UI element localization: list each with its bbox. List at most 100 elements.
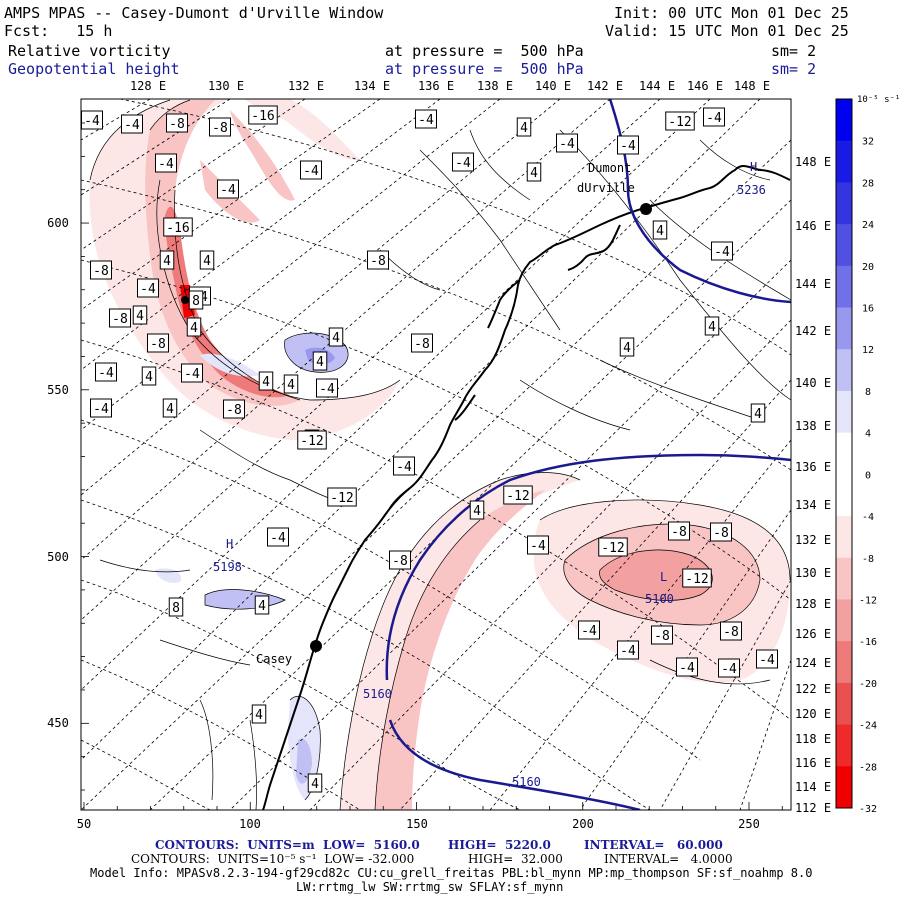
vorticity-contour-label: -8 [223,399,245,419]
vorticity-contour-label: 4 [516,117,532,137]
right-lon-label: 144 E [795,277,831,291]
svg-text:-4: -4 [418,113,434,128]
right-lon-label: 132 E [795,533,831,547]
y-tick-label: 550 [47,383,69,397]
svg-text:4: 4 [255,708,263,723]
colorbar-swatch [836,724,852,767]
colorbar-label: 8 [865,387,871,398]
svg-text:-12: -12 [506,489,529,504]
top-lon-label: 144 E [639,79,675,93]
svg-text:-8: -8 [370,254,386,269]
vorticity-contour-label: -4 [703,107,725,127]
vorticity-contour-label: 4 [199,250,215,270]
vorticity-contour-label: -4 [676,657,698,677]
vorticity-contour-label: -4 [121,114,143,134]
svg-text:-8: -8 [723,625,739,640]
vorticity-contour-label: 4 [254,595,270,615]
svg-text:4: 4 [190,321,198,336]
vorticity-labels: -4 -4 -8 -8-16-4-4 -4-4-444-4 -4-12 -44-4-8-16… [81,105,778,793]
colorbar-label: -16 [859,637,877,648]
y-tick-label: 600 [47,216,69,230]
svg-text:4: 4 [316,355,324,370]
svg-text:-12: -12 [330,491,353,506]
svg-text:-4: -4 [714,245,730,260]
right-lon-label: 112 E [795,801,831,815]
colorbar-label: 0 [865,470,871,481]
shade-neg-arc-outer [89,99,400,440]
svg-text:4: 4 [166,402,174,417]
svg-text:4: 4 [708,320,716,335]
vorticity-contour-label: -8 [90,260,112,280]
svg-text:-8: -8 [414,337,430,352]
vorticity-contour-label: -12 [665,111,695,131]
colorbar-swatch [836,474,852,517]
colorbar-label: 24 [862,220,874,231]
vorticity-contour-label: -4 [527,535,549,555]
svg-text:-4: -4 [184,367,200,382]
high-west-letter: H [226,537,233,551]
colorbar-swatch [836,599,852,642]
vorticity-contour-label: -4 [155,153,177,173]
vorticity-contour-label: -4 [81,110,103,130]
svg-text:4: 4 [520,121,528,136]
vorticity-contour-label: -8 [147,333,169,353]
colorbar-swatch [836,307,852,350]
svg-text:-8: -8 [226,403,242,418]
vorticity-contour-label: -8 [668,521,690,541]
vorticity-contour-label: -16 [248,105,278,125]
right-lon-label: 120 E [795,707,831,721]
vorticity-contour-label: -12 [682,568,712,588]
x-tick-label: 100 [239,817,261,831]
high-west-value: 5198 [213,560,242,574]
vorticity-contour-label: -4 [718,658,740,678]
svg-text:-4: -4 [620,644,636,659]
colorbar-unit: 10⁻⁵ s⁻¹ [857,95,900,105]
forecast-hour: Fcst: 15 h [4,22,113,40]
right-lon-label: 118 E [795,732,831,746]
shade-neg-north-1 [230,110,295,201]
vorticity-contour-label: 4 [750,403,766,423]
svg-text:-4: -4 [559,137,575,152]
svg-text:-8: -8 [93,264,109,279]
colorbar-label: -24 [859,721,877,732]
colorbar-swatch [836,641,852,684]
top-lon-label: 136 E [418,79,454,93]
svg-text:-4: -4 [319,382,335,397]
vorticity-contour-label: -12 [327,487,357,507]
svg-text:4: 4 [656,224,664,239]
svg-text:-4: -4 [270,531,286,546]
vorticity-contour-label: 4 [704,316,720,336]
high-ne-letter: H [750,160,757,174]
casey-marker [310,640,322,652]
vorticity-contour-label: 4 [469,500,485,520]
svg-text:4: 4 [287,378,295,393]
right-lon-label: 148 E [795,155,831,169]
x-tick-label: 200 [572,817,594,831]
field2-smoothing: sm= 2 [771,60,817,78]
low-east-value: 5100 [645,592,674,606]
svg-text:4: 4 [473,504,481,519]
colorbar-swatch [836,766,852,809]
vorticity-contour-label: 4 [159,250,175,270]
svg-text:-4: -4 [98,366,114,381]
right-lon-label: 122 E [795,682,831,696]
top-lon-label: 138 E [477,79,513,93]
right-lon-label: 114 E [795,780,831,794]
y-axis: 600 550 500 450 [47,122,89,791]
vorticity-contour-label: 4 [526,162,542,182]
x-tick-label: 150 [406,817,428,831]
top-lon-label: 142 E [587,79,623,93]
field2-name: Geopotential height [8,60,180,78]
right-lon-label: 128 E [795,597,831,611]
vorticity-contour-label: -4 [90,398,112,418]
svg-text:-4: -4 [140,282,156,297]
vorticity-contour-label: -8 [710,522,732,542]
svg-text:-16: -16 [166,221,189,236]
x-tick-label: 250 [738,817,760,831]
colorbar-label: 16 [862,304,874,315]
footer-height-interval: INTERVAL= 60.000 [584,838,723,852]
map-area [81,99,791,810]
x-tick-label: 50 [77,817,91,831]
svg-text:4: 4 [530,166,538,181]
